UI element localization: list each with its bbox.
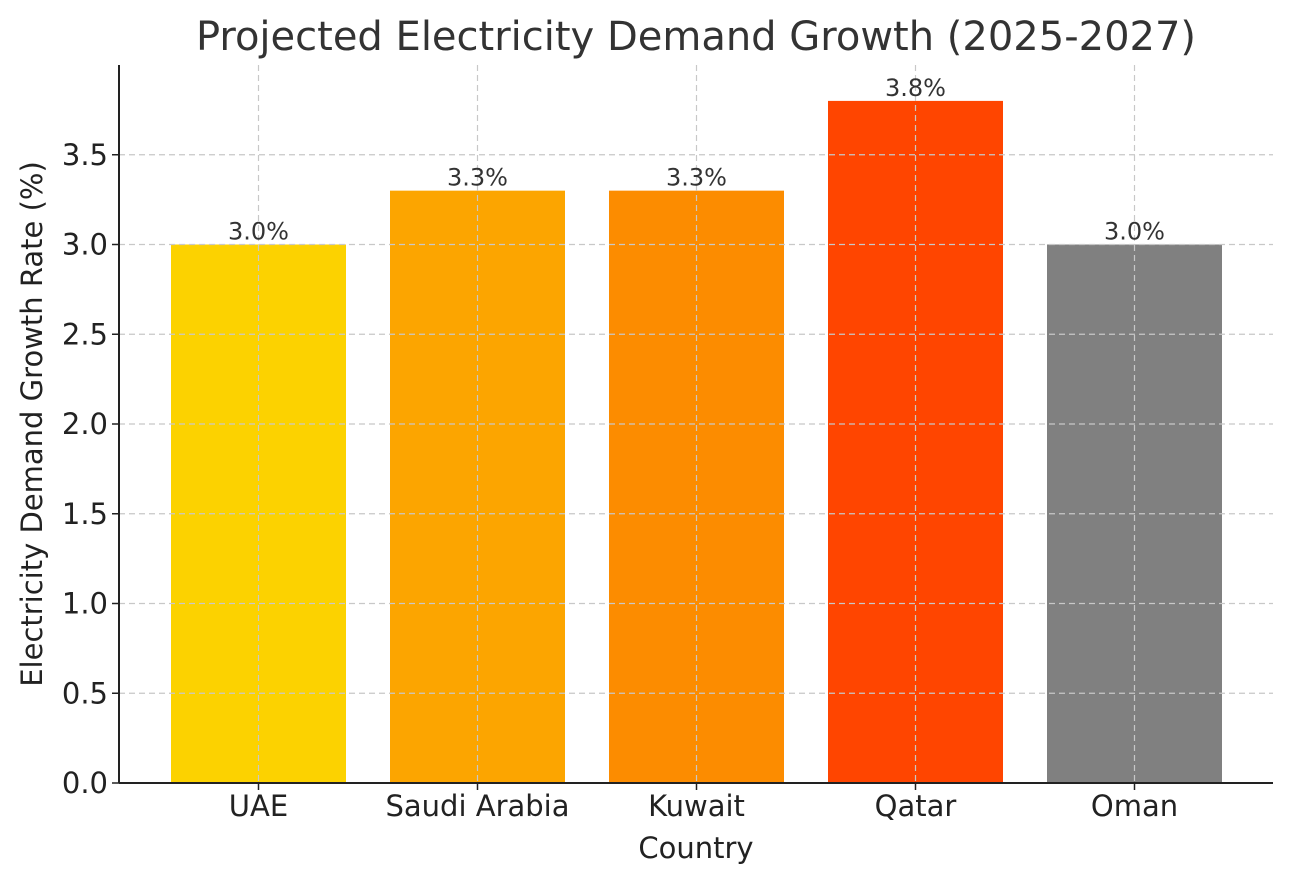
x-axis-label: Country xyxy=(638,831,753,865)
chart-title: Projected Electricity Demand Growth (202… xyxy=(196,14,1196,60)
y-tick-label: 2.0 xyxy=(62,407,108,441)
x-tick-label: Saudi Arabia xyxy=(385,789,569,823)
y-tick-label: 3.5 xyxy=(62,138,108,172)
y-axis-ticks: 0.0 0.5 1.0 1.5 2.0 2.5 3.0 3.5 xyxy=(62,138,119,800)
y-tick-label: 0.0 xyxy=(62,766,108,800)
y-tick-label: 1.0 xyxy=(62,587,108,621)
bar-value-label: 3.3% xyxy=(666,164,727,192)
bar-value-label: 3.8% xyxy=(885,74,946,102)
bar-value-label: 3.3% xyxy=(447,164,508,192)
x-axis-ticks: UAE Saudi Arabia Kuwait Qatar Oman xyxy=(229,783,1178,823)
x-tick-label: Oman xyxy=(1091,789,1178,823)
y-axis-label: Electricity Demand Growth Rate (%) xyxy=(15,161,49,687)
data-labels-group: 3.0% 3.3% 3.3% 3.8% 3.0% xyxy=(228,74,1165,246)
x-tick-label: Qatar xyxy=(875,789,957,823)
y-tick-label: 0.5 xyxy=(62,676,108,710)
y-tick-label: 1.5 xyxy=(62,497,108,531)
y-tick-label: 3.0 xyxy=(62,228,108,262)
bar-value-label: 3.0% xyxy=(1104,218,1165,246)
bar-value-label: 3.0% xyxy=(228,218,289,246)
x-tick-label: UAE xyxy=(229,789,288,823)
y-tick-label: 2.5 xyxy=(62,317,108,351)
gridlines xyxy=(119,65,1273,783)
x-tick-label: Kuwait xyxy=(648,789,745,823)
